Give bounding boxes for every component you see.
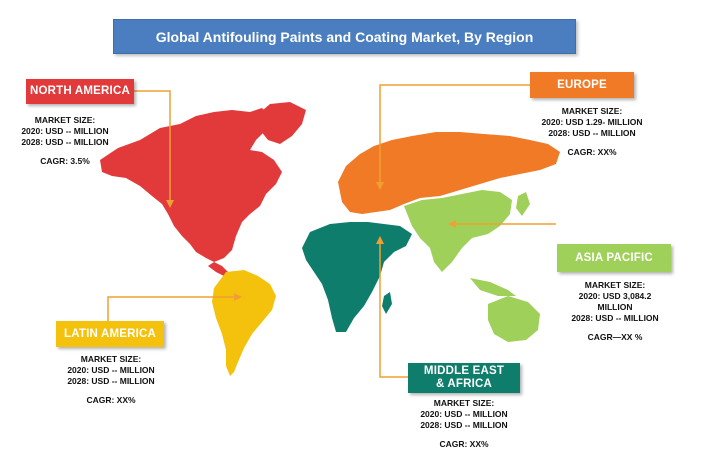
- north-america-label: NORTH AMERICA: [26, 79, 134, 104]
- asia-pacific-label: ASIA PACIFIC: [557, 244, 671, 272]
- europe-market-size: MARKET SIZE:: [561, 106, 623, 116]
- north-america-cagr: CAGR: 3.5%: [40, 156, 90, 166]
- latin-america-info: MARKET SIZE: 2020: USD -- MILLION 2028: …: [50, 354, 172, 406]
- latin-america-label: LATIN AMERICA: [56, 321, 164, 347]
- europe-cagr: CAGR: XX%: [567, 147, 617, 157]
- middle-east-africa-cagr: CAGR: XX%: [439, 439, 489, 449]
- central-america-shape: [208, 262, 228, 276]
- latin-america-connector: [107, 296, 236, 321]
- europe-shape: [338, 132, 560, 214]
- north-america-market-size: MARKET SIZE:: [34, 115, 96, 125]
- indonesia-shape: [470, 278, 516, 296]
- europe-connector: [379, 84, 530, 184]
- asia-pacific-2020-cont: MILLION: [597, 302, 633, 312]
- north-america-connector: [132, 90, 171, 202]
- middle-east-africa-market-size: MARKET SIZE:: [433, 398, 495, 408]
- north-america-info: MARKET SIZE: 2020: USD -- MILLION 2028: …: [10, 115, 120, 167]
- connector-arrows: [166, 182, 456, 301]
- australia-shape: [488, 296, 540, 342]
- europe-info: MARKET SIZE: 2020: USD 1.29- MILLION 202…: [522, 106, 662, 158]
- middle-east-africa-info: MARKET SIZE: 2020: USD -- MILLION 2028: …: [398, 398, 530, 450]
- latin-america-shape: [212, 270, 276, 376]
- latin-america-2028: 2028: USD -- MILLION: [67, 376, 155, 386]
- asia-pacific-market-size: MARKET SIZE:: [584, 280, 646, 290]
- middle-east-africa-label: MIDDLE EAST & AFRICA: [408, 363, 520, 393]
- asia-pacific-arrow: [448, 220, 456, 228]
- middle-east-africa-connector: [379, 242, 408, 378]
- middle-east-africa-label-line2: & AFRICA: [435, 378, 493, 390]
- madagascar-shape: [382, 292, 392, 314]
- asia-pacific-2028: 2028: USD -- MILLION: [571, 313, 659, 323]
- asia-pacific-cagr: CAGR—XX %: [587, 332, 643, 342]
- greenland-shape: [256, 102, 306, 144]
- europe-label: EUROPE: [530, 72, 634, 98]
- connector-lines: [107, 84, 556, 378]
- asia-pacific-shape: [404, 190, 512, 272]
- latin-america-market-size: MARKET SIZE:: [80, 354, 142, 364]
- asia-pacific-2020: 2020: USD 3,084.2: [578, 291, 652, 301]
- middle-east-africa-arrow: [376, 236, 384, 244]
- north-america-arrow: [166, 200, 174, 208]
- middle-east-africa-2028: 2028: USD -- MILLION: [420, 420, 508, 430]
- japan-shape: [516, 192, 530, 216]
- europe-2020: 2020: USD 1.29- MILLION: [541, 117, 643, 127]
- middle-east-africa-2020: 2020: USD -- MILLION: [420, 409, 508, 419]
- latin-america-2020: 2020: USD -- MILLION: [67, 365, 155, 375]
- asia-pacific-info: MARKET SIZE: 2020: USD 3,084.2 MILLION 2…: [545, 280, 685, 343]
- middle-east-africa-shape: [302, 222, 412, 332]
- latin-america-arrow: [234, 293, 242, 301]
- north-america-2020: 2020: USD -- MILLION: [21, 126, 109, 136]
- north-america-2028: 2028: USD -- MILLION: [21, 137, 109, 147]
- europe-2028: 2028: USD -- MILLION: [548, 128, 636, 138]
- latin-america-cagr: CAGR: XX%: [86, 395, 136, 405]
- europe-arrow: [376, 182, 384, 190]
- middle-east-africa-label-line1: MIDDLE EAST: [423, 365, 505, 377]
- page-title: Global Antifouling Paints and Coating Ma…: [113, 19, 576, 54]
- north-america-shape: [100, 108, 282, 262]
